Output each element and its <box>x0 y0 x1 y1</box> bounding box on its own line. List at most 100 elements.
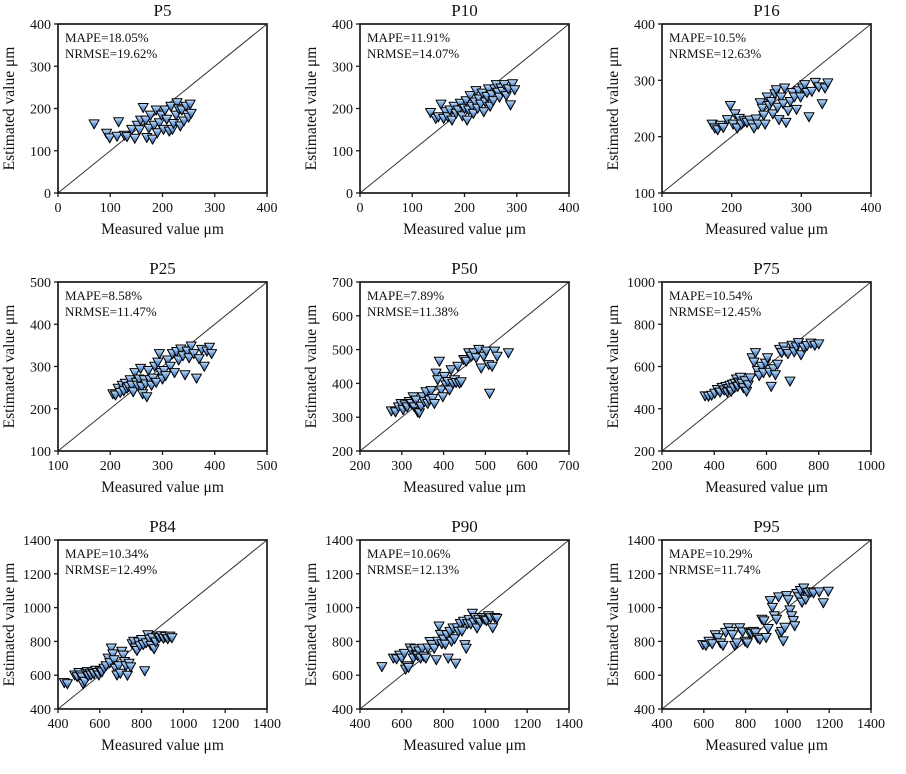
y-tick-label: 200 <box>634 445 655 460</box>
x-axis-label: Measured value μm <box>705 479 828 496</box>
panel-title: P84 <box>149 517 176 536</box>
data-point <box>442 653 454 664</box>
data-point <box>433 356 445 367</box>
y-tick-label: 1200 <box>627 568 655 583</box>
data-point <box>813 339 825 350</box>
y-axis-label: Estimated value μm <box>303 47 320 171</box>
y-tick-label: 300 <box>30 361 51 376</box>
data-point <box>455 377 467 388</box>
x-tick-label: 300 <box>391 459 412 474</box>
data-point <box>446 115 458 126</box>
data-point <box>765 381 777 392</box>
data-point <box>759 119 771 130</box>
data-point <box>183 353 195 364</box>
data-point <box>435 385 447 396</box>
annotation-mape: MAPE=10.29% <box>669 546 753 561</box>
annotation-mape: MAPE=10.06% <box>367 546 451 561</box>
data-point <box>107 649 119 660</box>
panel-p75: 200 400 600 800 1000 200 400 600 800 1000 P75 MAPE=… <box>604 258 906 516</box>
data-point <box>142 366 154 376</box>
y-tick-label: 1400 <box>325 534 353 549</box>
x-tick-label: 200 <box>454 201 475 216</box>
y-tick-label: 400 <box>332 703 353 718</box>
x-tick-label: 200 <box>100 459 121 474</box>
annotation-nrmse: NRMSE=19.62% <box>65 46 157 61</box>
annotation-mape: MAPE=10.5% <box>669 30 746 45</box>
data-point <box>185 108 197 119</box>
panel-title: P90 <box>451 517 477 536</box>
annotation-mape: MAPE=11.91% <box>367 30 450 45</box>
data-point <box>780 117 792 128</box>
data-point <box>454 98 466 109</box>
data-point <box>478 107 490 118</box>
data-point <box>803 112 815 123</box>
y-tick-label: 1200 <box>23 568 51 583</box>
y-tick-label: 1000 <box>627 276 655 291</box>
data-point <box>88 119 100 130</box>
x-axis-label: Measured value μm <box>705 221 828 238</box>
data-point <box>505 100 516 111</box>
data-point <box>480 346 492 357</box>
x-tick-label: 300 <box>791 201 812 216</box>
x-axis-label: Measured value μm <box>403 479 526 496</box>
data-point <box>491 613 503 624</box>
data-point <box>784 376 796 387</box>
y-tick-label: 500 <box>332 344 353 359</box>
x-tick-label: 400 <box>652 717 673 732</box>
y-tick-label: 200 <box>30 403 51 418</box>
y-tick-label: 1000 <box>23 602 51 617</box>
y-tick-label: 400 <box>634 703 655 718</box>
data-point <box>438 371 450 382</box>
data-point <box>750 628 762 639</box>
data-point <box>507 79 519 90</box>
y-axis-label: Estimated value μm <box>1 563 18 687</box>
annotation-nrmse: NRMSE=12.49% <box>65 562 157 577</box>
data-point <box>754 634 766 645</box>
data-point <box>113 661 125 672</box>
data-point <box>420 653 432 664</box>
data-point <box>779 622 791 633</box>
data-point <box>769 370 781 381</box>
y-axis-label: Estimated value μm <box>303 305 320 429</box>
annotation-nrmse: NRMSE=12.45% <box>669 304 761 319</box>
scatter-plot: 0 100 200 300 400 0 100 200 300 400 P10MAPE=11.91%… <box>303 1 580 238</box>
data-point <box>487 96 499 107</box>
y-tick-label: 100 <box>30 445 51 460</box>
panel-title: P25 <box>149 259 175 278</box>
panel-title: P16 <box>753 1 779 20</box>
x-tick-label: 1000 <box>857 459 885 474</box>
y-tick-label: 1000 <box>627 602 655 617</box>
panel-p84: 400 600 800 1000 1200 1400 400 600 800 1000 1200 14… <box>0 516 302 774</box>
data-point <box>752 119 764 130</box>
data-point <box>126 124 138 135</box>
data-point <box>770 85 782 96</box>
data-point <box>104 133 116 144</box>
data-point <box>153 349 165 360</box>
plot-frame <box>359 281 570 452</box>
x-tick-label: 400 <box>350 717 371 732</box>
data-point <box>166 633 178 644</box>
data-point <box>61 679 73 690</box>
data-point <box>164 361 176 372</box>
data-point <box>129 133 141 144</box>
panel-p50: 200 300 400 500 600 700 200 300 400 500 600 700 P50 M… <box>302 258 604 516</box>
data-point <box>439 639 451 650</box>
data-point <box>822 78 834 89</box>
data-point <box>159 105 171 116</box>
data-point <box>782 349 794 360</box>
data-point <box>760 633 772 643</box>
data-point <box>509 85 521 96</box>
panel-p95: 400 600 800 1000 1200 1400 400 600 800 1000 1200 14… <box>604 516 906 774</box>
x-tick-label: 800 <box>131 717 152 732</box>
data-point <box>489 346 501 357</box>
y-axis-label: Estimated value μm <box>1 305 18 429</box>
x-tick-label: 1400 <box>857 717 885 732</box>
data-point <box>185 341 197 352</box>
data-point <box>152 357 164 368</box>
panel-title: P5 <box>154 1 172 20</box>
x-tick-label: 0 <box>55 201 62 216</box>
data-point <box>754 98 766 109</box>
data-point <box>806 86 818 97</box>
y-tick-label: 400 <box>332 18 353 33</box>
x-tick-label: 600 <box>693 717 714 732</box>
